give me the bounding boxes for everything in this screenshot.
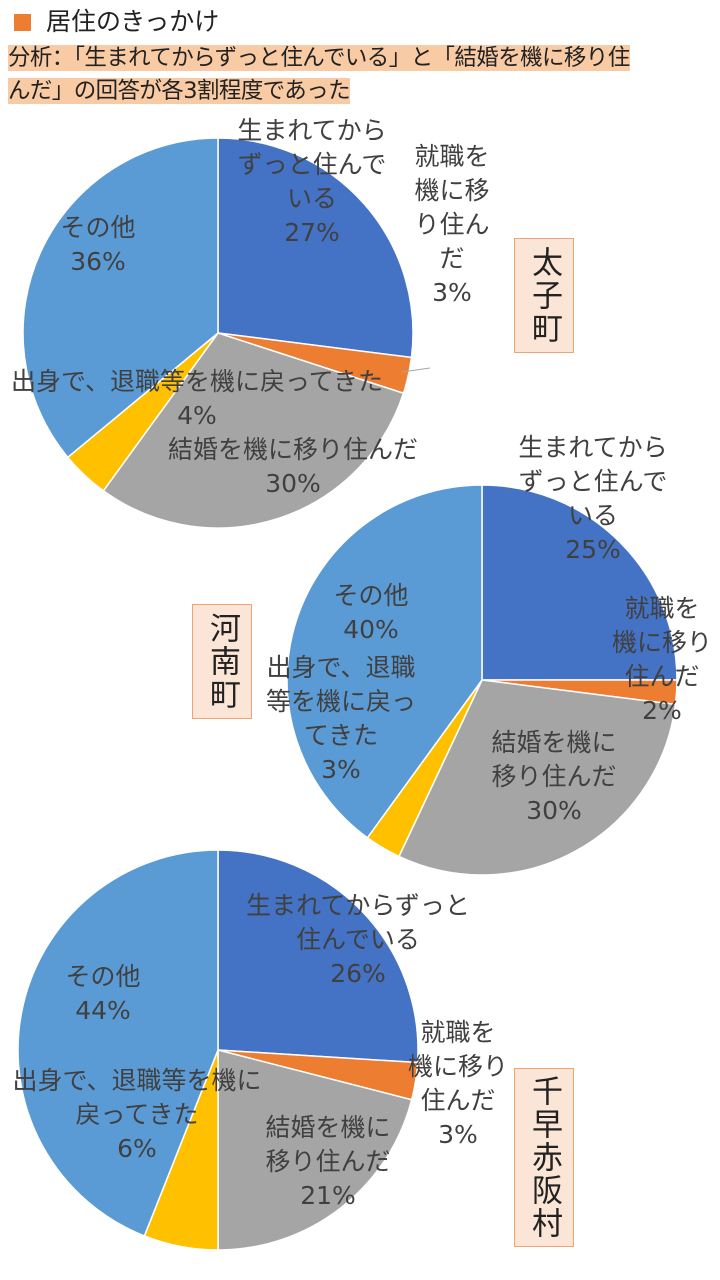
slice-other [286,484,483,839]
data-label-marriage: 結婚を機に移り住んだ 30% [168,435,418,498]
data-label-line: 44% [75,996,131,1025]
slice-marriage [217,1049,413,1251]
slice-marriage [102,332,405,529]
data-label-line: 4% [177,401,217,430]
data-label-other: その他 44% [65,962,140,1025]
legend: 居住のきっかけ [8,4,714,40]
data-label-line: 等を機に戻っ [266,687,416,716]
data-label-line: 30% [526,796,582,825]
slice-born-here [217,137,414,359]
data-label-line: 26% [330,959,386,988]
data-label-line: 移り住んだ [491,762,616,791]
data-label-line: 27% [284,218,340,247]
leader-line [401,367,431,373]
data-label-line: その他 [65,962,140,991]
data-label-line: 就職を [420,1018,495,1047]
data-label-line: 出身で、退職等を機に戻ってきた [11,367,383,396]
data-label-line: ずっと住んで [519,467,668,496]
data-label-line: 出身で、退職等を機に [12,1066,261,1095]
town-label-kanan: 河南町 [192,604,252,719]
data-label-line: 2% [642,696,682,725]
pie-chart-kanan: 生まれてからずっと住んでいる 25% 就職を機に移り住んだ 2% 結婚を機に移り住んだ 3… [266,433,712,876]
data-label-line: 機に移り [612,628,712,657]
data-label-line: 25% [565,535,621,564]
data-label-line: 住んだ [624,662,699,691]
data-label-marriage: 結婚を機に移り住んだ 21% [265,1113,390,1210]
data-label-line: だ [439,244,464,273]
data-label-line: 出身で、退職 [266,653,415,682]
data-label-line: 機に移 [414,176,489,205]
analysis-line-2: んだ」の回答が各3割程度であった [8,78,351,104]
data-label-line: その他 [60,213,135,242]
pie-chart-taishi: 生まれてからずっと住んでいる 27% 就職を機に移り住んだ 3% 結婚を機に移り住んだ 3… [11,116,490,529]
data-label-line: 3% [432,278,472,307]
analysis-line-1: 分析：「生まれてからずっと住んでいる」と「結婚を機に移り住 [8,45,630,71]
data-label-line: 住んだ [420,1086,495,1115]
town-label-taishi: 太子町 [514,238,574,353]
data-label-other: その他 40% [333,581,408,644]
data-label-line: 就職を [624,594,699,623]
data-label-line: 戻ってきた [75,1100,198,1129]
slice-born-here [481,484,678,681]
data-label-line: ずっと住んで [238,150,387,179]
data-label-other: その他 36% [60,213,135,276]
legend-label: 居住のきっかけ [46,7,220,36]
data-label-marriage: 結婚を機に移り住んだ 30% [491,728,616,825]
data-label-line: 生まれてからずっと [246,891,470,920]
data-label-work-move: 就職を機に移り住んだ 3% [408,1018,508,1149]
data-label-line: 40% [343,615,399,644]
data-label-line: いる [568,501,618,530]
legend-swatch [14,13,31,31]
data-label-work-move: 就職を機に移り住んだ 2% [612,594,712,725]
data-label-return-home: 出身で、退職等を機に戻ってきた 3% [266,653,416,784]
data-label-return-home: 出身で、退職等を機に戻ってきた 4% [11,367,383,430]
town-label-chihayaakasaka: 千早赤阪村 [514,1068,574,1247]
data-label-line: 就職を [414,142,489,171]
data-label-line: 生まれてから [518,433,667,462]
data-label-return-home: 出身で、退職等を機に戻ってきた 6% [12,1066,261,1163]
slice-marriage [397,679,677,876]
data-label-line: 3% [321,755,361,784]
data-label-born-here: 生まれてからずっと住んでいる 27% [237,116,386,247]
data-label-line: 21% [300,1181,356,1210]
data-label-line: 3% [438,1120,478,1149]
pie-chart-chihayaakasaka: 生まれてからずっと住んでいる 26% 就職を機に移り住んだ 3% 結婚を機に移り住んだ 2… [12,849,508,1251]
data-label-born-here: 生まれてからずっと住んでいる 26% [246,891,470,988]
data-label-work-move: 就職を機に移り住んだ 3% [414,142,489,307]
analysis-text: 分析：「生まれてからずっと住んでいる」と「結婚を機に移り住 んだ」の回答が各3割… [8,42,714,108]
slice-other [17,849,219,1237]
data-label-line: 結婚を機に [491,728,616,757]
data-label-line: 生まれてから [237,116,386,145]
data-label-line: 結婚を機に移り住んだ [168,435,418,464]
data-label-line: てきた [304,721,378,750]
data-label-line: 36% [70,247,126,276]
data-label-line: その他 [333,581,408,610]
data-label-line: 6% [117,1134,157,1163]
data-label-line: 30% [265,469,321,498]
data-label-line: いる [287,184,337,213]
data-label-born-here: 生まれてからずっと住んでいる 25% [518,433,667,564]
data-label-line: 移り住んだ [265,1147,390,1176]
data-label-line: 住んでいる [296,925,420,954]
data-label-line: り住ん [414,210,489,239]
data-label-line: 機に移り [408,1052,508,1081]
slice-born-here [217,849,419,1064]
slice-other [22,137,219,459]
data-label-line: 結婚を機に [265,1113,390,1142]
chart-header: 居住のきっかけ 分析：「生まれてからずっと住んでいる」と「結婚を機に移り住 んだ… [8,4,714,108]
